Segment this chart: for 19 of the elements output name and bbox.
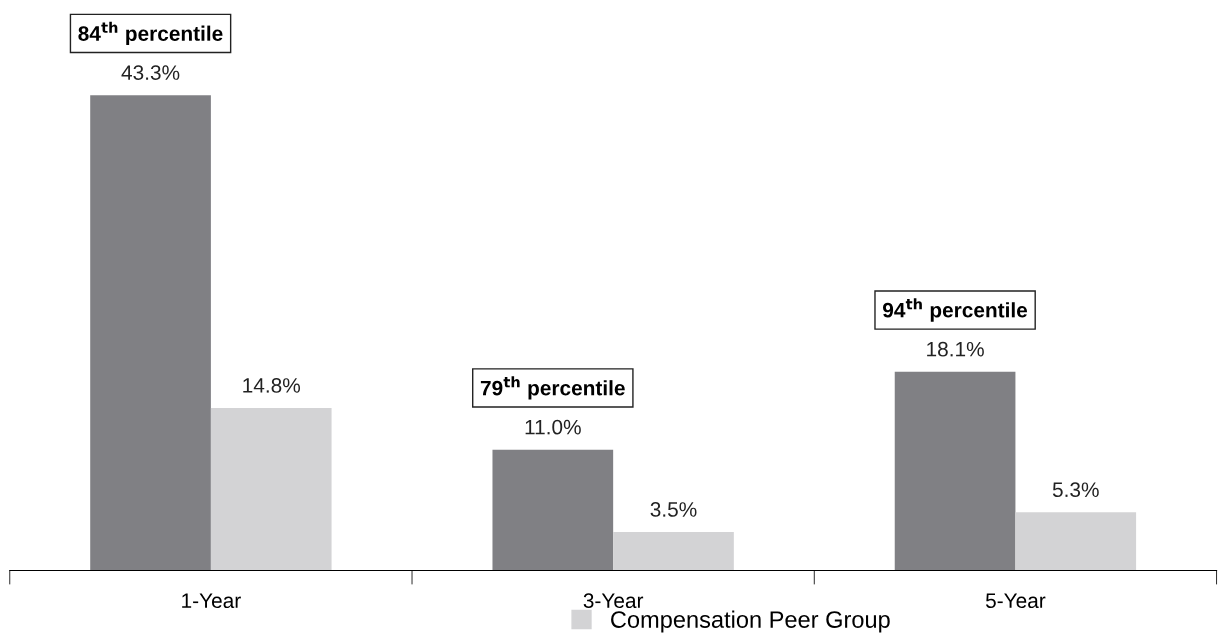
x-tick-label: 3-Year <box>583 593 644 609</box>
legend-label: Compensation Peer Group <box>611 610 890 633</box>
x-tick-label: 1-Year <box>182 593 241 609</box>
bar <box>1015 512 1137 571</box>
data-label: 43.3% <box>121 65 180 80</box>
data-label: 3.5% <box>650 502 697 517</box>
bar <box>210 408 332 571</box>
data-label: 11.0% <box>525 419 581 435</box>
bar <box>492 449 614 571</box>
bar <box>613 532 734 571</box>
text: 84$^{th}$ percentile <box>78 21 223 46</box>
bar <box>90 95 211 571</box>
data-label: 5.3% <box>1052 482 1099 498</box>
annotation: 94$^{th}$ percentile <box>883 298 1028 322</box>
x-tick-label: 5-Year <box>985 593 1046 609</box>
bar <box>894 371 1016 571</box>
data-label: 14.8% <box>243 378 301 393</box>
annotation: 79$^{th}$ percentile <box>480 376 625 400</box>
data-label: 18.1% <box>927 341 984 357</box>
